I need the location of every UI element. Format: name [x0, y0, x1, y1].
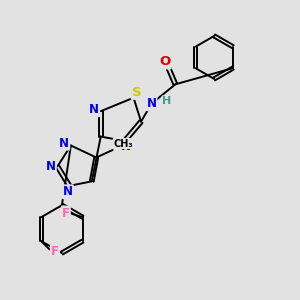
Text: N: N — [63, 185, 73, 198]
Text: N: N — [46, 160, 56, 173]
Text: CH₃: CH₃ — [113, 139, 133, 148]
Text: N: N — [89, 103, 99, 116]
Text: H: H — [162, 96, 172, 106]
Text: N: N — [121, 140, 131, 153]
Text: S: S — [132, 86, 141, 99]
Text: N: N — [59, 136, 69, 150]
Text: F: F — [62, 206, 70, 220]
Text: N: N — [146, 97, 157, 110]
Text: O: O — [159, 56, 171, 68]
Text: F: F — [51, 245, 59, 258]
